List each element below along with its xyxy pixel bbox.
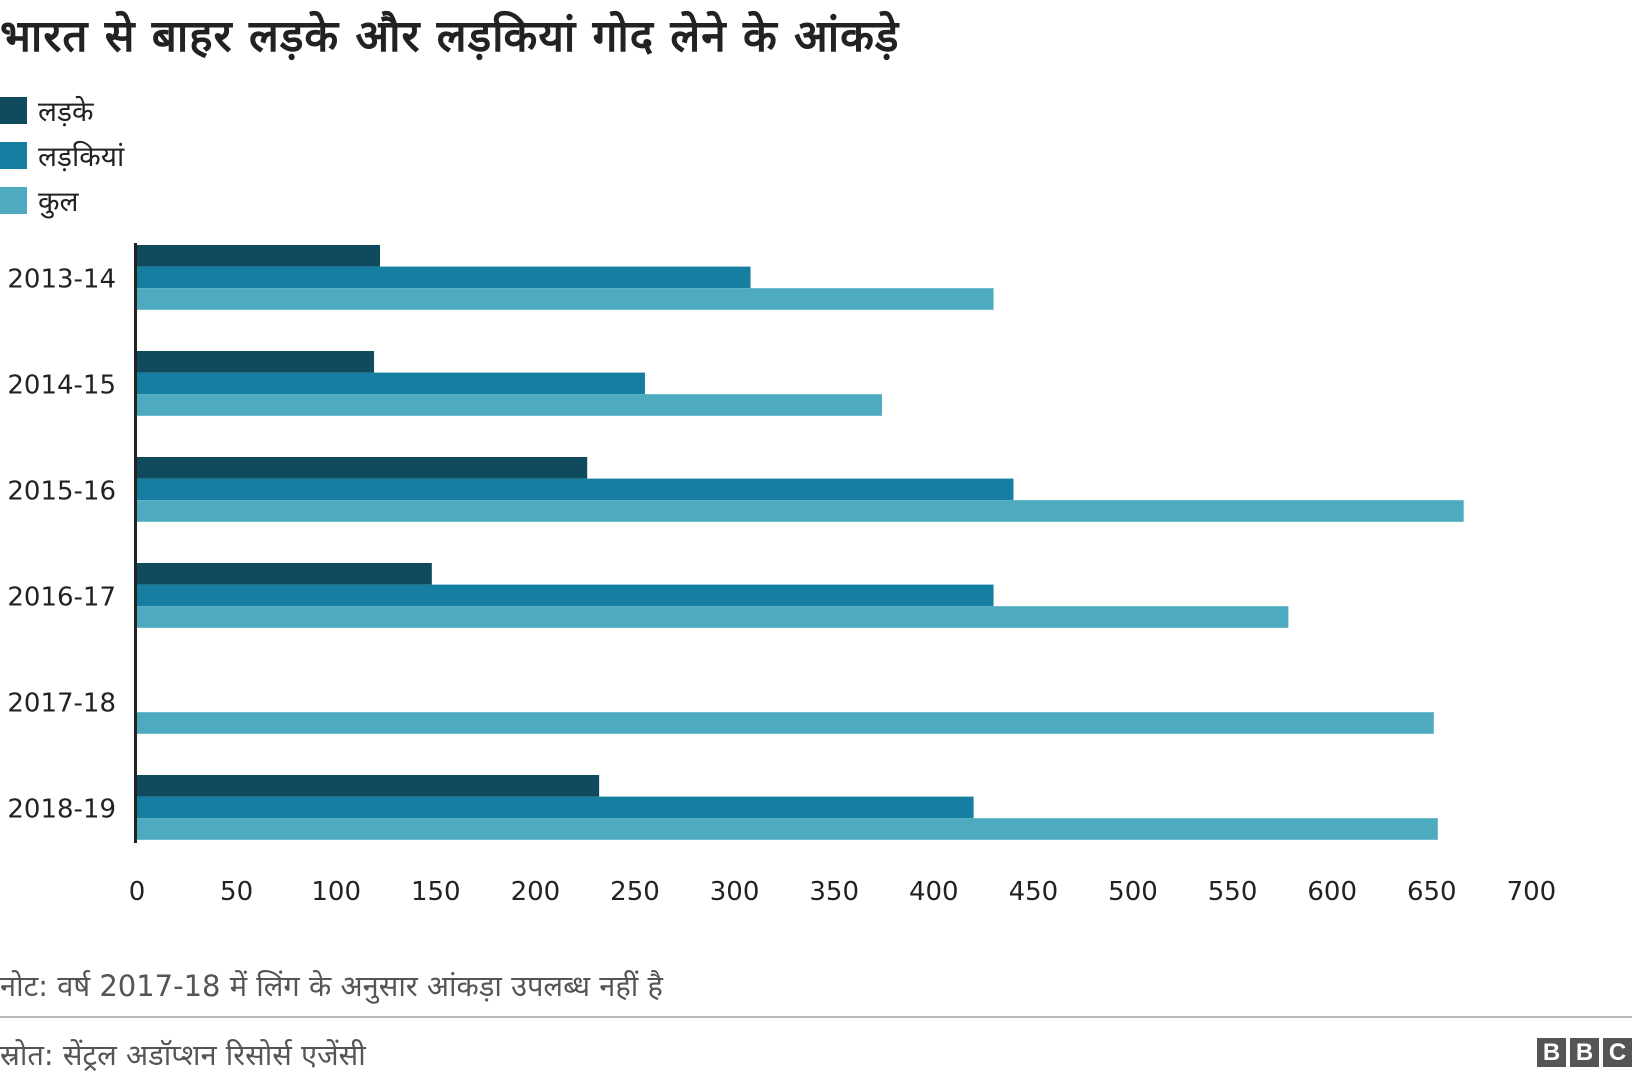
legend-swatch-boys bbox=[0, 97, 27, 124]
legend-label-girls: लड़कियां bbox=[38, 139, 125, 173]
x-tick-label: 50 bbox=[220, 877, 253, 907]
bar bbox=[137, 500, 1464, 522]
x-tick-label: 400 bbox=[909, 877, 959, 907]
x-tick-label: 200 bbox=[511, 877, 561, 907]
chart-note: नोट: वर्ष 2017-18 में लिंग के अनुसार आंक… bbox=[0, 969, 663, 1003]
legend-swatch-total bbox=[0, 187, 27, 214]
bar-chart: 2013-14 2014-15 2015-16 2016-17 2017-18 2018-… bbox=[7, 243, 1557, 907]
bar bbox=[137, 372, 645, 395]
x-tick-label: 250 bbox=[610, 877, 660, 907]
x-tick-label: 450 bbox=[1009, 877, 1059, 907]
x-tick-label: 100 bbox=[311, 877, 361, 907]
x-tick-label: 0 bbox=[129, 877, 146, 907]
bar bbox=[137, 288, 994, 310]
bar bbox=[137, 245, 381, 267]
category-label: 2015-16 bbox=[7, 476, 116, 506]
x-tick-label: 350 bbox=[809, 877, 859, 907]
x-tick-label: 600 bbox=[1307, 877, 1357, 907]
legend: लड़के लड़कियां कुल bbox=[0, 88, 124, 223]
chart-source: स्रोत: सेंट्रल अडॉप्शन रिसोर्स एजेंसी bbox=[0, 1038, 366, 1072]
category-label: 2013-14 bbox=[7, 264, 116, 294]
category-label: 2016-17 bbox=[7, 582, 116, 612]
bar bbox=[137, 351, 375, 373]
legend-item-boys: लड़के bbox=[0, 88, 124, 133]
bar bbox=[137, 606, 1289, 628]
bar bbox=[137, 394, 883, 416]
legend-item-girls: लड़कियां bbox=[0, 133, 124, 178]
bar bbox=[137, 457, 588, 479]
bar bbox=[137, 478, 1014, 501]
category-label: 2014-15 bbox=[7, 370, 116, 400]
category-label: 2017-18 bbox=[7, 688, 116, 718]
legend-label-boys: लड़के bbox=[38, 94, 94, 128]
footer-divider bbox=[0, 1016, 1632, 1018]
chart-title: भारत से बाहर लड़के और लड़कियां गोद लेने … bbox=[0, 11, 900, 62]
legend-item-total: कुल bbox=[0, 178, 124, 223]
bar bbox=[137, 584, 994, 607]
category-label: 2018-19 bbox=[7, 794, 116, 824]
bbc-logo-letter: B bbox=[1570, 1038, 1599, 1067]
legend-label-total: कुल bbox=[38, 184, 79, 218]
x-tick-label: 150 bbox=[411, 877, 461, 907]
legend-swatch-girls bbox=[0, 142, 27, 169]
bar bbox=[137, 796, 974, 819]
bar bbox=[137, 266, 751, 289]
bbc-logo-letter: B bbox=[1537, 1038, 1566, 1067]
bar bbox=[137, 563, 432, 585]
x-tick-label: 300 bbox=[710, 877, 760, 907]
x-tick-label: 500 bbox=[1108, 877, 1158, 907]
bar bbox=[137, 775, 600, 797]
bar bbox=[137, 818, 1438, 840]
x-tick-label: 700 bbox=[1507, 877, 1557, 907]
bbc-logo-letter: C bbox=[1603, 1038, 1632, 1067]
x-tick-label: 650 bbox=[1407, 877, 1457, 907]
x-tick-label: 550 bbox=[1208, 877, 1258, 907]
bar bbox=[137, 712, 1434, 734]
bbc-logo: B B C bbox=[1537, 1038, 1632, 1067]
